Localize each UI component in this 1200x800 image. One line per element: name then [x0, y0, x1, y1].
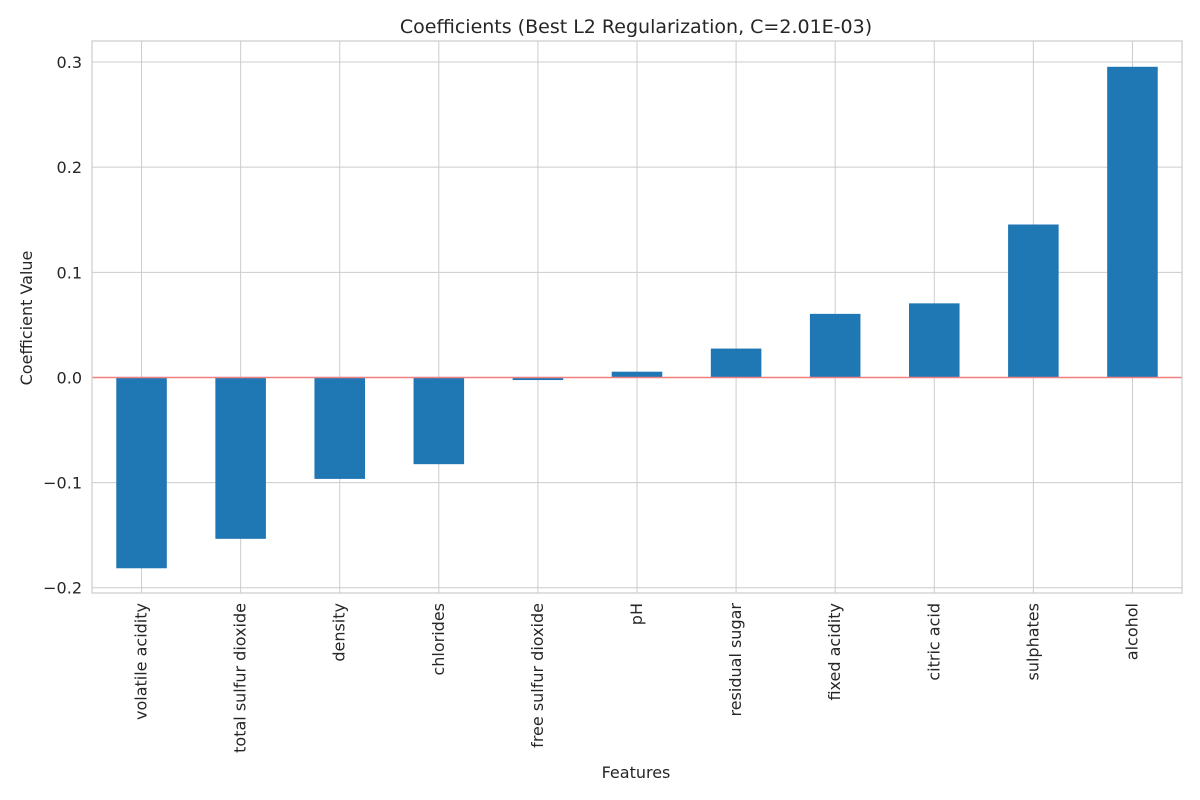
bar-total-sulfur-dioxide	[215, 376, 266, 539]
bar-fixed-acidity	[809, 313, 861, 378]
x-tick-label: free sulfur dioxide	[528, 603, 547, 748]
bar-ph	[611, 371, 663, 378]
y-tick-label: 0.1	[57, 263, 82, 282]
x-tick-label: alcohol	[1122, 603, 1141, 660]
bar-chlorides	[413, 376, 465, 465]
bar-sulphates	[1008, 224, 1059, 378]
bar-residual-sugar	[710, 348, 762, 378]
x-axis-label: Features	[602, 763, 671, 782]
x-tick-label: chlorides	[429, 603, 448, 676]
x-tick-label: total sulfur dioxide	[231, 603, 250, 753]
bar-citric-acid	[909, 303, 960, 378]
chart-title: Coefficients (Best L2 Regularization, C=…	[400, 16, 872, 38]
x-tick-label: residual sugar	[726, 603, 745, 717]
y-axis-label: Coefficient Value	[17, 251, 36, 386]
bar-density	[314, 376, 366, 479]
x-tick-label: pH	[627, 603, 646, 625]
bar-alcohol	[1107, 66, 1158, 378]
bar-volatile-acidity	[116, 376, 167, 569]
x-tick-label: fixed acidity	[825, 603, 844, 701]
x-tick-label: volatile acidity	[132, 603, 151, 720]
y-tick-label: 0.3	[57, 53, 82, 72]
x-tick-label: sulphates	[1023, 603, 1042, 680]
bars-layer	[116, 66, 1158, 569]
x-tick-label: citric acid	[924, 603, 943, 681]
y-tick-label: −0.2	[43, 579, 82, 598]
y-axis-ticks: −0.2 −0.1 0.0 0.1 0.2 0.3	[43, 53, 82, 598]
x-tick-label: density	[330, 603, 349, 662]
y-tick-label: −0.1	[43, 474, 82, 493]
x-axis-ticks: volatile acidity total sulfur dioxide dens…	[132, 603, 1142, 753]
y-tick-label: 0.0	[57, 368, 82, 387]
y-tick-label: 0.2	[57, 158, 82, 177]
plot-frame	[91, 40, 1183, 594]
